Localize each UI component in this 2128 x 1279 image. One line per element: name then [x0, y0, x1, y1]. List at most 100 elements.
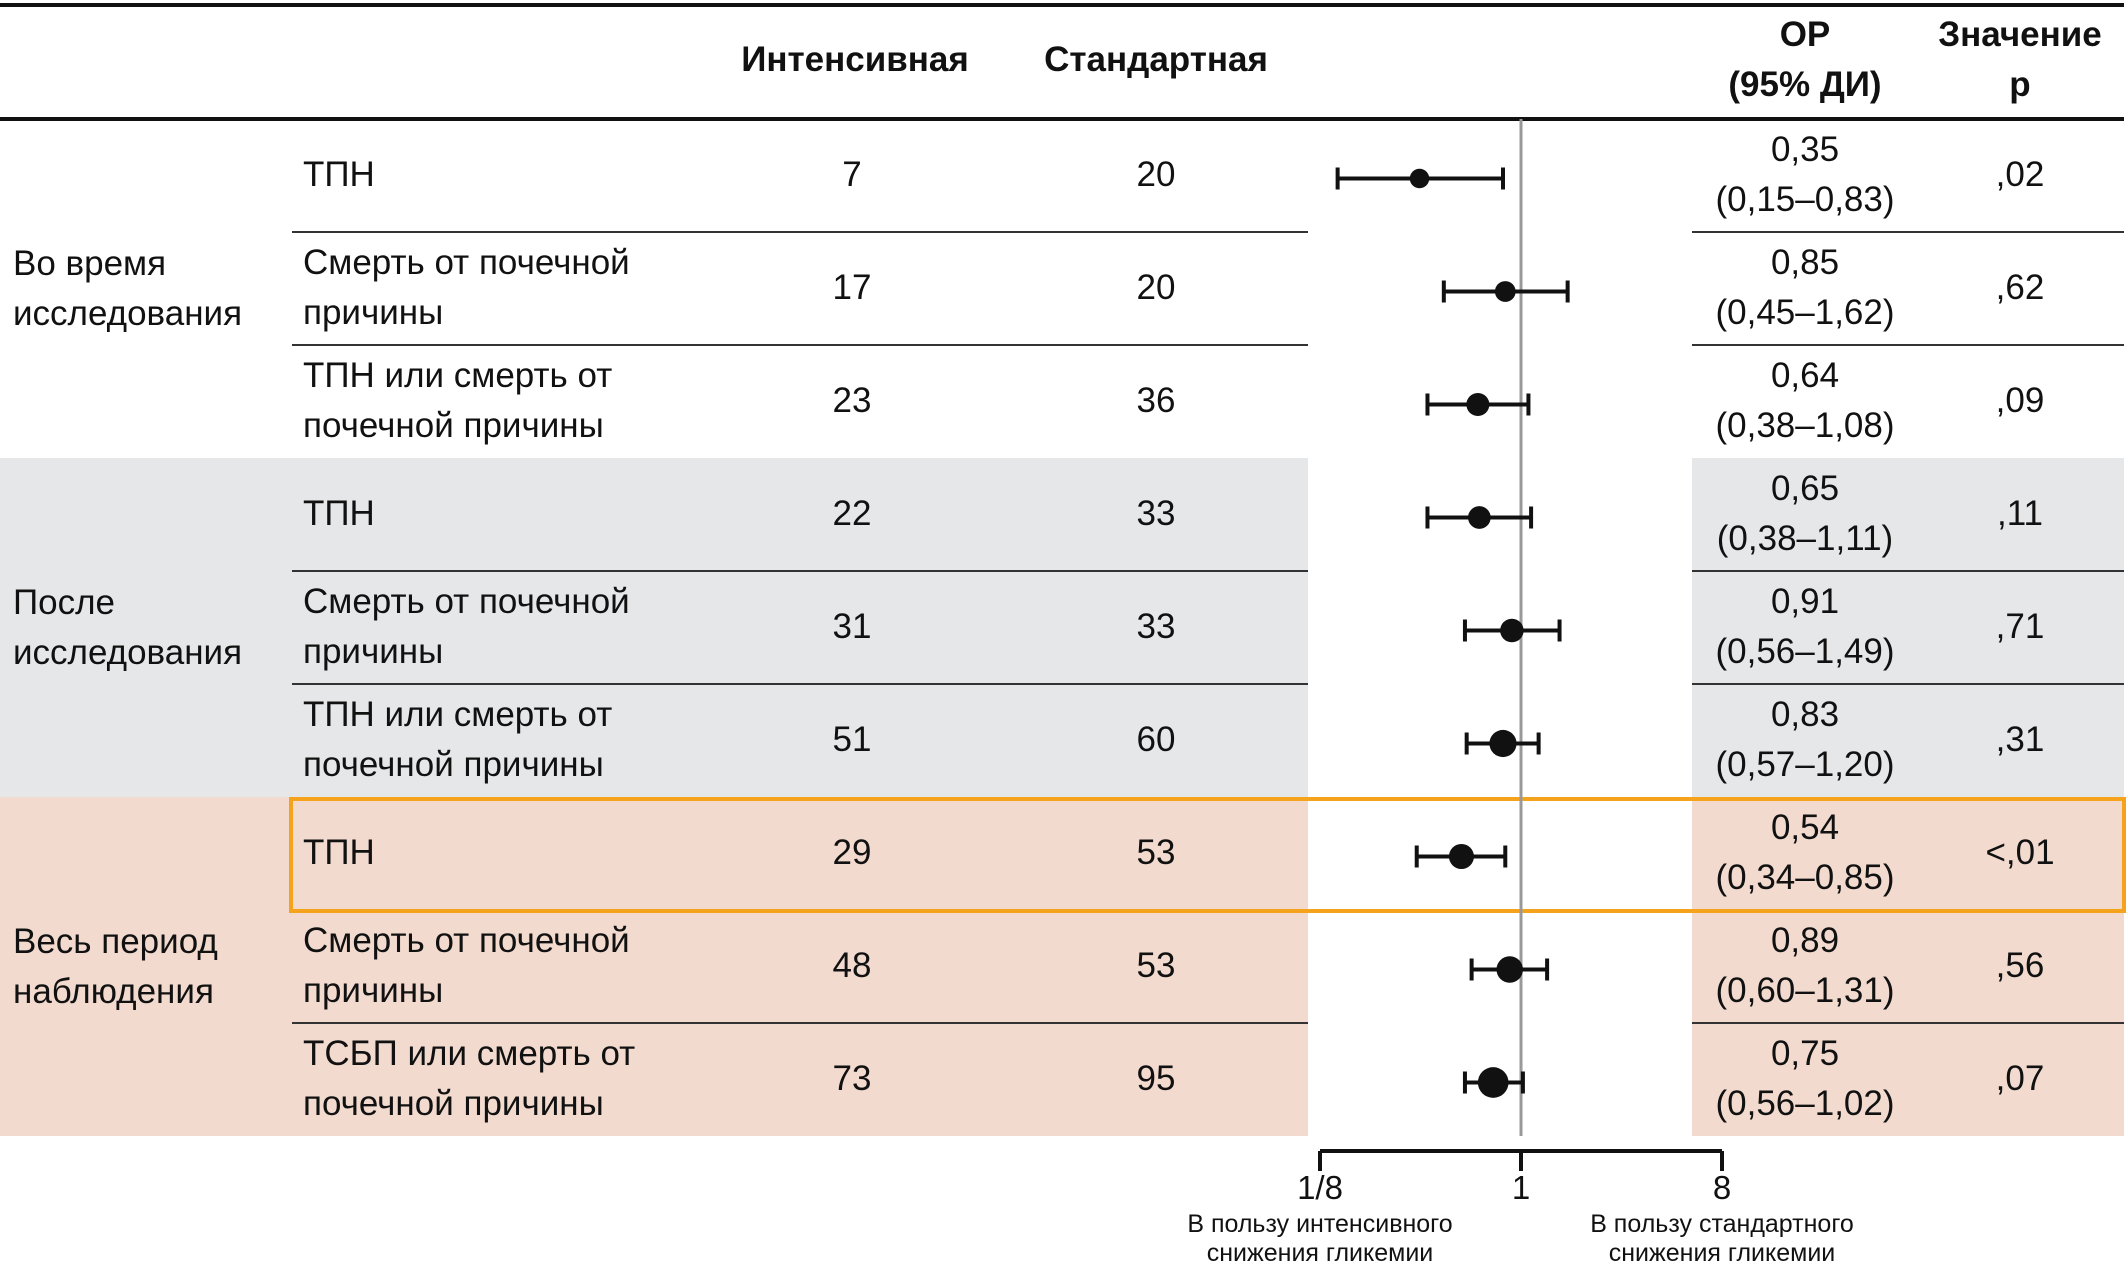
favors-intensive-label: В пользу интенсивного снижения гликемии: [1170, 1210, 1470, 1268]
favors-standard-line2: снижения гликемии: [1608, 1239, 1836, 1267]
or-value: 0,85: [1770, 243, 1840, 282]
intensive-count: 23: [832, 381, 872, 420]
p-value: ,31: [1995, 720, 2045, 759]
or-ci: 0,89 (0,60–1,31): [1690, 916, 1920, 1016]
x-tick-label: 1: [1511, 1169, 1531, 1206]
outcome-line1: ТПН: [303, 494, 375, 533]
or-value: 0,83: [1770, 695, 1840, 734]
header-intensive: Интенсивная: [741, 40, 969, 79]
outcome-label: ТПН: [303, 150, 703, 200]
outcome-line2: почечной причины: [303, 745, 604, 784]
p-value: ,71: [1995, 607, 2045, 646]
group-label-line2: исследования: [13, 293, 243, 333]
p-value: <,01: [1985, 833, 2055, 872]
ci-value: (0,15–0,83): [1715, 180, 1895, 219]
outcome-line2: почечной причины: [303, 406, 604, 445]
intensive-count: 7: [842, 155, 862, 194]
outcome-label: ТПН или смерть от почечной причины: [303, 690, 703, 790]
group-label: Во время исследования: [13, 239, 293, 339]
point-estimate: [1494, 281, 1516, 302]
intensive-count: 29: [832, 833, 872, 872]
outcome-line1: Смерть от почечной: [303, 243, 630, 282]
favors-intensive-line2: снижения гликемии: [1206, 1239, 1434, 1267]
row-divider: [1692, 344, 2124, 346]
header-or-line1: ОР: [1779, 15, 1831, 54]
x-tick-label: 8: [1712, 1169, 1732, 1206]
outcome-line1: ТПН: [303, 833, 375, 872]
outcome-line1: ТСБП или смерть от: [303, 1034, 636, 1073]
header-standard: Стандартная: [1044, 40, 1268, 79]
group-label-line1: Весь период: [13, 921, 218, 961]
ci-value: (0,38–1,08): [1715, 406, 1895, 445]
highlight-box: [289, 797, 2126, 913]
header-or-line2: (95% ДИ): [1728, 65, 1882, 104]
standard-count: 53: [1136, 833, 1176, 872]
ci-value: (0,34–0,85): [1715, 858, 1895, 897]
row-divider: [1692, 1022, 2124, 1024]
outcome-line2: причины: [303, 293, 444, 332]
ci-value: (0,56–1,49): [1715, 632, 1895, 671]
outcome-label: ТПН или смерть от почечной причины: [303, 351, 703, 451]
outcome-line1: Смерть от почечной: [303, 921, 630, 960]
intensive-count: 31: [832, 607, 872, 646]
group-label-line1: Во время: [13, 243, 167, 283]
standard-count: 60: [1136, 720, 1176, 759]
group-label-line1: После: [13, 582, 116, 622]
outcome-line2: почечной причины: [303, 1084, 604, 1123]
standard-count: 20: [1136, 268, 1176, 307]
point-estimate: [1489, 729, 1517, 758]
ci-value: (0,57–1,20): [1715, 745, 1895, 784]
group-background: [0, 458, 1308, 797]
ci-value: (0,56–1,02): [1715, 1084, 1895, 1123]
point-estimate: [1477, 1067, 1509, 1098]
group-background: [1692, 119, 2124, 458]
row-divider: [292, 344, 1308, 346]
favors-standard-label: В пользу стандартного снижения гликемии: [1572, 1210, 1872, 1268]
intensive-count: 48: [832, 946, 872, 985]
favors-standard-line1: В пользу стандартного: [1590, 1210, 1854, 1238]
standard-count: 36: [1136, 381, 1176, 420]
row-divider: [292, 1022, 1308, 1024]
or-value: 0,75: [1770, 1034, 1840, 1073]
outcome-label: ТПН: [303, 489, 703, 539]
point-estimate: [1500, 618, 1524, 643]
or-ci: 0,64 (0,38–1,08): [1690, 351, 1920, 451]
outcome-line1: ТПН: [303, 155, 375, 194]
point-estimate: [1448, 843, 1474, 870]
or-value: 0,91: [1770, 582, 1840, 621]
top-rule: [0, 3, 2124, 7]
or-ci: 0,65 (0,38–1,11): [1690, 464, 1920, 564]
point-estimate: [1409, 168, 1430, 189]
p-value: ,56: [1995, 946, 2045, 985]
or-ci: 0,83 (0,57–1,20): [1690, 690, 1920, 790]
or-value: 0,65: [1770, 469, 1840, 508]
or-ci: 0,91 (0,56–1,49): [1690, 577, 1920, 677]
outcome-label: Смерть от почечной причины: [303, 577, 703, 677]
intensive-count: 17: [832, 268, 872, 307]
outcome-label: Смерть от почечной причины: [303, 238, 703, 338]
standard-count: 33: [1136, 494, 1176, 533]
x-tick-label: 1/8: [1297, 1169, 1343, 1206]
header-or: ОР (95% ДИ): [1690, 10, 1920, 110]
standard-count: 33: [1136, 607, 1176, 646]
or-ci: 0,85 (0,45–1,62): [1690, 238, 1920, 338]
row-divider: [292, 570, 1308, 572]
p-value: ,11: [1996, 494, 2044, 533]
group-background: [1692, 458, 2124, 797]
header-p-line1: Значение: [1938, 15, 2102, 54]
or-value: 0,35: [1770, 130, 1840, 169]
intensive-count: 73: [832, 1059, 872, 1098]
outcome-line2: причины: [303, 971, 444, 1010]
group-label-line2: исследования: [13, 632, 243, 672]
group-label: После исследования: [13, 578, 293, 678]
intensive-count: 22: [832, 494, 872, 533]
ci-value: (0,45–1,62): [1715, 293, 1895, 332]
header-p: Значение р: [1920, 10, 2120, 110]
point-estimate: [1496, 956, 1523, 983]
row-divider: [292, 683, 1308, 685]
outcome-line1: ТПН или смерть от: [303, 695, 613, 734]
row-divider: [1692, 683, 2124, 685]
or-value: 0,64: [1770, 356, 1840, 395]
intensive-count: 51: [832, 720, 872, 759]
